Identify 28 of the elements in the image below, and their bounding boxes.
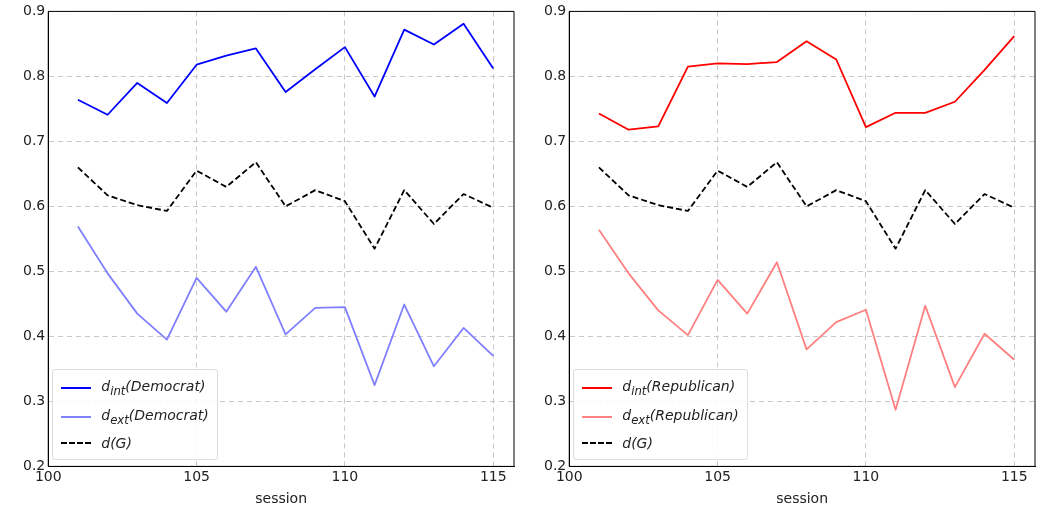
x-tick-label: 110 [852, 468, 880, 485]
y-tick-label: 0.4 [23, 327, 46, 344]
y-tick-label: 0.6 [544, 197, 567, 214]
x-axis-title: session [776, 490, 829, 507]
legend-label: d(G) [101, 434, 132, 454]
legend-label: d$_{int}$(Republican) [622, 376, 736, 400]
y-tick-label: 0.8 [544, 67, 567, 84]
y-tick-label: 0.6 [23, 197, 46, 214]
legend-label: d(G) [622, 434, 653, 454]
x-axis-title: session [255, 490, 308, 507]
y-tick-label: 0.3 [544, 392, 567, 409]
y-tick-label: 0.7 [23, 132, 46, 149]
x-tick-label: 115 [479, 468, 507, 485]
x-tick-label: 105 [704, 468, 731, 485]
legend-label: d$_{int}$(Democrat) [101, 376, 206, 400]
x-tick-label: 115 [1000, 468, 1028, 485]
y-tick-label: 0.3 [23, 392, 46, 409]
y-tick-label: 0.5 [544, 262, 567, 279]
x-tick-label: 105 [183, 468, 210, 485]
y-tick-label: 0.4 [544, 327, 567, 344]
y-tick-label: 0.9 [544, 2, 567, 19]
y-tick-label: 0.7 [544, 132, 567, 149]
y-tick-label: 0.5 [23, 262, 46, 279]
x-tick-label: 110 [331, 468, 359, 485]
y-tick-label: 0.9 [23, 2, 46, 19]
y-tick-label: 0.8 [23, 67, 46, 84]
legend-label: d$_{ext}$(Democrat) [101, 405, 209, 429]
legend-label: d$_{ext}$(Republican) [622, 405, 739, 429]
